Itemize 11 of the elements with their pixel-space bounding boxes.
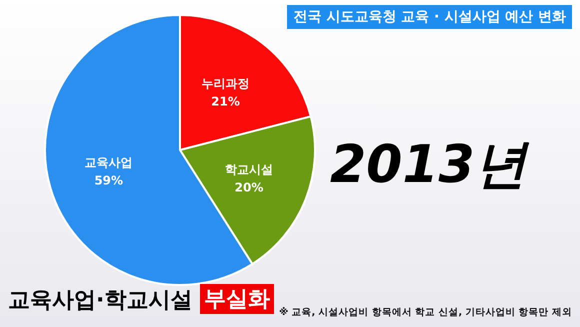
text: 교육사업·학교시설	[8, 287, 192, 315]
slice-label: 교육사업	[84, 156, 133, 170]
data-label: 20%	[234, 180, 264, 194]
text: 전국 시도교육청 교육 · 시설사업 예산 변화	[287, 5, 572, 29]
data-label: 59%	[94, 174, 124, 188]
data-label: 21%	[211, 94, 240, 108]
slice-label: 누리과정	[202, 76, 250, 90]
slice-label: 학교시설	[225, 162, 274, 176]
text: 부실화	[200, 284, 274, 314]
text: ※ 교육, 시설사업비 항목에서 학교 신설, 기타사업비 항목만 제외	[279, 306, 572, 319]
text: 2013년	[330, 134, 527, 197]
